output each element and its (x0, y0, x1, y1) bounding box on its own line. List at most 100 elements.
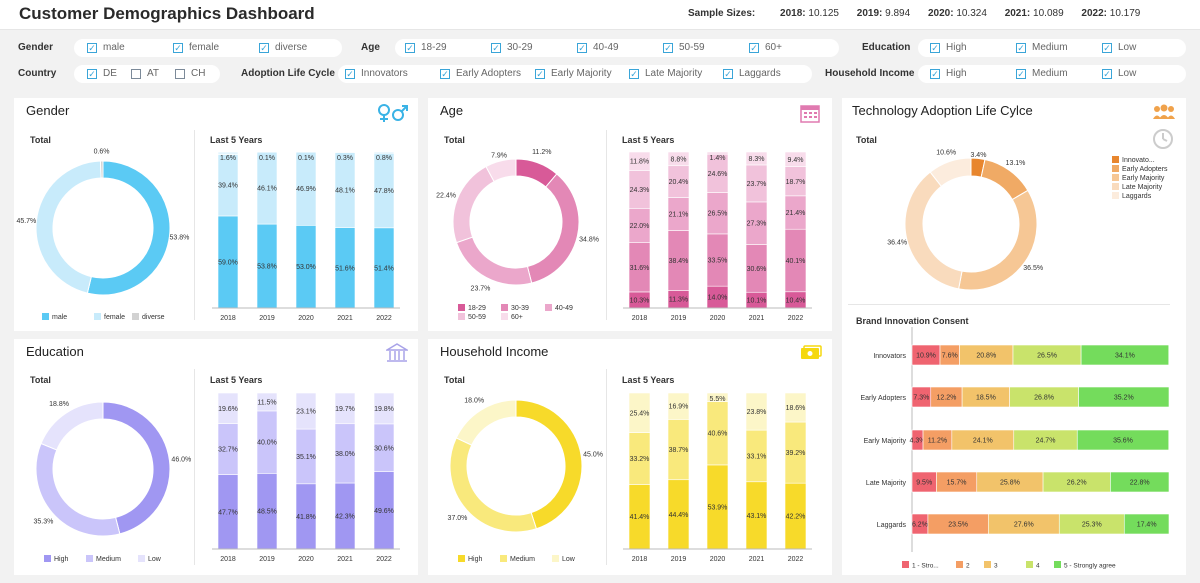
bar-segment (628, 151, 651, 171)
checkbox-adoption-laggards[interactable]: ✓ (723, 69, 733, 79)
y-tick-label: Early Majority (864, 438, 907, 445)
legend-swatch (86, 555, 93, 562)
checkbox-gender-diverse[interactable]: ✓ (259, 43, 269, 53)
filter-group-gender (74, 39, 342, 57)
checkbox-age-60-[interactable]: ✓ (749, 43, 759, 53)
filter-option-label[interactable]: Medium (1032, 68, 1068, 79)
filter-option-label[interactable]: Early Adopters (456, 68, 522, 79)
filter-option-label[interactable]: 50-59 (679, 42, 705, 53)
filter-option-label[interactable]: diverse (275, 42, 308, 53)
bar-label: 25.8% (1000, 480, 1020, 487)
x-tick-label: 2019 (671, 315, 687, 322)
filter-option-label[interactable]: Innovators (361, 68, 408, 79)
card-title: Technology Adoption Life Cylce (852, 103, 1033, 118)
donut-slice (929, 157, 972, 187)
filter-option-label[interactable]: 30-29 (507, 42, 533, 53)
checkbox-age-40-49[interactable]: ✓ (577, 43, 587, 53)
bar-label: 26.2% (1067, 480, 1087, 487)
bar-segment (373, 392, 395, 425)
filter-option-label[interactable]: Late Majority (645, 68, 703, 79)
checkbox-gender-female[interactable]: ✓ (173, 43, 183, 53)
bar-segment (373, 151, 395, 154)
bar-segment (628, 392, 651, 433)
legend-swatch (44, 555, 51, 562)
slice-label: 37.0% (448, 515, 468, 522)
filter-option-label[interactable]: Laggards (739, 68, 781, 79)
filter-option-label[interactable]: 18-29 (421, 42, 447, 53)
checkbox-age-50-59[interactable]: ✓ (663, 43, 673, 53)
slice-label: 22.4% (436, 192, 456, 199)
checkbox-country-de[interactable]: ✓ (87, 69, 97, 79)
legend-label: High (468, 556, 483, 563)
legend-swatch (552, 555, 559, 562)
bar-label: 12.2% (937, 395, 957, 402)
bar-label: 20.8% (976, 353, 996, 360)
filter-option-label[interactable]: Medium (1032, 42, 1068, 53)
legend-label: Low (148, 556, 162, 563)
x-tick-label: 2021 (749, 315, 765, 322)
bar-label: 20.4% (669, 179, 689, 186)
checkbox-adoption-late-majority[interactable]: ✓ (629, 69, 639, 79)
bar-label: 30.6% (374, 445, 394, 452)
slice-label: 18.8% (49, 401, 69, 408)
bar-label: 23.8% (747, 409, 767, 416)
filter-option-label[interactable]: AT (147, 68, 160, 79)
checkbox-adoption-early-adopters[interactable]: ✓ (440, 69, 450, 79)
filter-option-label[interactable]: 60+ (765, 42, 782, 53)
x-tick-label: 2018 (220, 315, 236, 322)
filter-option-label[interactable]: Low (1118, 42, 1137, 53)
bar-label: 35.1% (296, 454, 316, 461)
checkbox-age-30-29[interactable]: ✓ (491, 43, 501, 53)
legend-swatch (1112, 174, 1119, 181)
checkbox-education-high[interactable]: ✓ (930, 43, 940, 53)
bar-label: 47.8% (374, 188, 394, 195)
filter-option-label[interactable]: Low (1118, 68, 1137, 79)
bar-segment (334, 392, 356, 425)
x-tick-label: 2021 (337, 315, 353, 322)
bar-segment (745, 151, 768, 166)
checkbox-age-18-29[interactable]: ✓ (405, 43, 415, 53)
x-tick-label: 2021 (749, 556, 765, 563)
filter-option-label[interactable]: Early Majority (551, 68, 612, 79)
bar-label: 22.0% (630, 223, 650, 230)
filter-option-label[interactable]: CH (191, 68, 206, 79)
bar-label: 24.7% (1036, 438, 1056, 445)
x-tick-label: 2018 (632, 315, 648, 322)
checkbox-income-medium[interactable]: ✓ (1016, 69, 1026, 79)
bar-svg: 59.0% 39.4% 1.6% 2018 53.8% 46.1% 0.1% 2019 53.0… (212, 151, 400, 322)
donut-svg: 45.0% 37.0% 18.0% High Medium Low (448, 398, 603, 563)
checkbox-income-low[interactable]: ✓ (1102, 69, 1112, 79)
checkbox-adoption-innovators[interactable]: ✓ (345, 69, 355, 79)
divider (194, 369, 195, 565)
last5-label: Last 5 Years (210, 135, 263, 145)
bar-segment (217, 392, 239, 424)
checkbox-country-ch[interactable] (175, 69, 185, 79)
filter-option-label[interactable]: High (946, 42, 967, 53)
bar-segment (784, 151, 807, 167)
education-card: Education Total Last 5 Years 46.0% 35.3% 1… (14, 339, 418, 575)
bar-label: 26.5% (708, 211, 728, 218)
checkbox-adoption-early-majority[interactable]: ✓ (535, 69, 545, 79)
bar-label: 35.6% (1113, 438, 1133, 445)
filter-option-label[interactable]: High (946, 68, 967, 79)
checkbox-gender-male[interactable]: ✓ (87, 43, 97, 53)
filter-option-label[interactable]: 40-49 (593, 42, 619, 53)
legend-swatch (501, 313, 508, 320)
bar-label: 1.6% (220, 155, 236, 162)
total-label: Total (444, 135, 465, 145)
filter-option-label[interactable]: male (103, 42, 125, 53)
checkbox-education-medium[interactable]: ✓ (1016, 43, 1026, 53)
filter-option-label[interactable]: DE (103, 68, 117, 79)
bar-label: 8.3% (749, 156, 765, 163)
checkbox-income-high[interactable]: ✓ (930, 69, 940, 79)
bar-label: 11.8% (630, 159, 649, 166)
legend-label: 18-29 (468, 305, 486, 312)
checkbox-education-low[interactable]: ✓ (1102, 43, 1112, 53)
bar-segment (256, 392, 278, 412)
bar-label: 53.9% (708, 504, 728, 511)
filter-row: Country ✓ DE AT CH Adoption Life Cycle ✓ Innova… (0, 63, 1200, 85)
checkbox-country-at[interactable] (131, 69, 141, 79)
filter-option-label[interactable]: female (189, 42, 220, 53)
card-title: Education (26, 344, 84, 359)
legend-label: Early Adopters (1122, 166, 1168, 173)
